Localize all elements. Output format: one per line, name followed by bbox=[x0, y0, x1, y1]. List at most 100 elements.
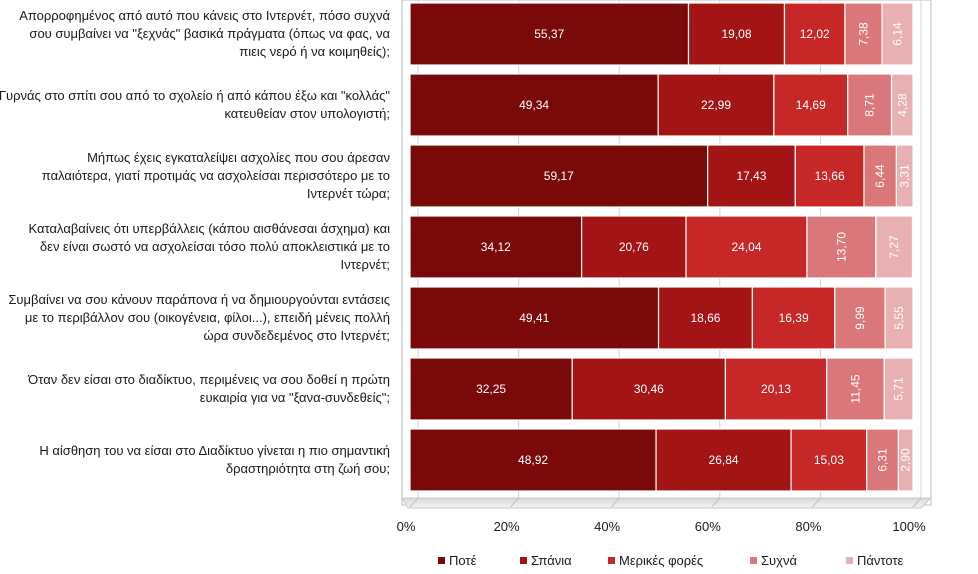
value-label: 15,03 bbox=[814, 453, 844, 467]
legend-label: Πάντοτε bbox=[857, 553, 904, 568]
bars-group: 55,37 19,08 12,02 7,38 6,14 49,34 22,99 14,69 8,… bbox=[409, 2, 914, 492]
bar-segment bbox=[794, 144, 865, 208]
value-label: 20,76 bbox=[619, 240, 649, 254]
value-label: 6,31 bbox=[876, 448, 890, 472]
legend-swatch bbox=[750, 557, 757, 564]
legend-label: Μερικές φορές bbox=[619, 553, 703, 568]
value-label: 18,66 bbox=[690, 311, 720, 325]
bar-segment bbox=[409, 2, 690, 66]
value-label: 19,08 bbox=[721, 27, 751, 41]
value-label: 26,84 bbox=[709, 453, 739, 467]
bar-segment bbox=[657, 73, 775, 137]
bar-segment bbox=[685, 215, 808, 279]
bar-segment bbox=[571, 357, 727, 421]
legend-swatch bbox=[608, 557, 615, 564]
bar-segment bbox=[895, 144, 914, 208]
bar-segment bbox=[884, 286, 914, 350]
value-label: 17,43 bbox=[736, 169, 766, 183]
bar-segment bbox=[409, 73, 659, 137]
bar-segment bbox=[783, 2, 846, 66]
gridline-floor bbox=[409, 497, 419, 508]
bar-segment bbox=[844, 2, 883, 66]
bar-segment bbox=[890, 73, 914, 137]
value-label: 22,99 bbox=[701, 98, 731, 112]
gridline-floor bbox=[610, 497, 620, 508]
gridline-floor bbox=[812, 497, 821, 508]
bar-segment bbox=[581, 215, 687, 279]
value-label: 3,31 bbox=[898, 164, 912, 188]
value-label: 11,45 bbox=[848, 374, 862, 403]
value-label: 14,69 bbox=[796, 98, 826, 112]
value-label: 7,38 bbox=[857, 22, 871, 46]
bar-segment bbox=[655, 428, 792, 492]
value-label: 12,02 bbox=[800, 27, 830, 41]
bar-segment bbox=[875, 215, 914, 279]
value-label: 9,99 bbox=[853, 306, 867, 330]
value-label: 6,14 bbox=[891, 22, 905, 46]
bar-segment bbox=[707, 144, 796, 208]
legend-label: Συχνά bbox=[761, 553, 797, 568]
x-axis-ticks: 0% 20% 40% 60% 80% 100% bbox=[397, 519, 926, 534]
bar-segment bbox=[883, 357, 914, 421]
legend: Ποτέ Σπάνια Μερικές φορές Συχνά Πάντοτε bbox=[438, 553, 904, 568]
value-label: 24,04 bbox=[731, 240, 761, 254]
value-label: 32,25 bbox=[476, 382, 506, 396]
bar-segment bbox=[409, 144, 709, 208]
value-label: 2,90 bbox=[899, 448, 913, 472]
x-tick-label: 40% bbox=[594, 519, 620, 534]
x-tick-label: 80% bbox=[795, 519, 821, 534]
bar-segment bbox=[897, 428, 914, 492]
x-tick-label: 0% bbox=[397, 519, 416, 534]
plot-floor bbox=[401, 497, 933, 509]
category-label: Όταν δεν είσαι στο διαδίκτυο, περιμένεις… bbox=[27, 372, 390, 405]
bar-segment bbox=[866, 428, 900, 492]
value-label: 13,70 bbox=[834, 232, 848, 262]
bar-segment bbox=[881, 2, 914, 66]
value-label: 8,71 bbox=[863, 93, 877, 117]
gridline-floor bbox=[711, 497, 721, 508]
value-label: 7,27 bbox=[887, 235, 901, 259]
category-label: Μήπως έχεις εγκαταλείψει ασχολίες που σο… bbox=[42, 150, 390, 201]
legend-label: Σπάνια bbox=[531, 553, 572, 568]
value-label: 34,12 bbox=[481, 240, 511, 254]
bar-segment bbox=[773, 73, 849, 137]
category-label: Συμβαίνει να σου κάνουν παράπονα ή να δη… bbox=[8, 292, 390, 343]
category-labels: Απορροφημένος από αυτό που κάνεις στο Ιν… bbox=[0, 8, 390, 476]
category-label: Καταλαβαίνεις ότι υπερβάλλεις (κάπου αισ… bbox=[29, 221, 391, 272]
x-tick-label: 60% bbox=[695, 519, 721, 534]
bar-segment bbox=[847, 73, 893, 137]
value-label: 6,44 bbox=[873, 164, 887, 188]
bar-segment bbox=[409, 215, 583, 279]
legend-swatch bbox=[520, 557, 527, 564]
value-label: 5,71 bbox=[892, 377, 906, 401]
legend-label: Ποτέ bbox=[449, 553, 477, 568]
value-label: 16,39 bbox=[779, 311, 809, 325]
bar-segment bbox=[657, 286, 753, 350]
value-label: 30,46 bbox=[634, 382, 664, 396]
bar-segment bbox=[863, 144, 898, 208]
bar-segment bbox=[409, 286, 660, 350]
legend-swatch bbox=[846, 557, 853, 564]
bar-segment bbox=[806, 215, 877, 279]
value-label: 20,13 bbox=[761, 382, 791, 396]
x-tick-label: 20% bbox=[494, 519, 520, 534]
category-label: Γυρνάς στο σπίτι σου από το σχολείο ή απ… bbox=[0, 88, 390, 121]
value-label: 49,41 bbox=[519, 311, 549, 325]
bar-segment bbox=[751, 286, 836, 350]
category-label: Η αίσθηση του να είσαι στο Διαδίκτυο γίν… bbox=[39, 443, 390, 476]
value-label: 48,92 bbox=[518, 453, 548, 467]
value-label: 5,55 bbox=[892, 306, 906, 330]
value-label: 4,28 bbox=[895, 93, 909, 117]
value-label: 55,37 bbox=[534, 27, 564, 41]
value-label: 59,17 bbox=[544, 169, 574, 183]
bar-segment bbox=[724, 357, 828, 421]
legend-swatch bbox=[438, 557, 445, 564]
value-label: 13,66 bbox=[815, 169, 845, 183]
bar-segment bbox=[687, 2, 786, 66]
gridline-floor bbox=[510, 497, 519, 508]
gridline-floor bbox=[912, 497, 922, 508]
x-tick-label: 100% bbox=[892, 519, 926, 534]
value-label: 49,34 bbox=[519, 98, 549, 112]
bar-segment bbox=[409, 357, 573, 421]
